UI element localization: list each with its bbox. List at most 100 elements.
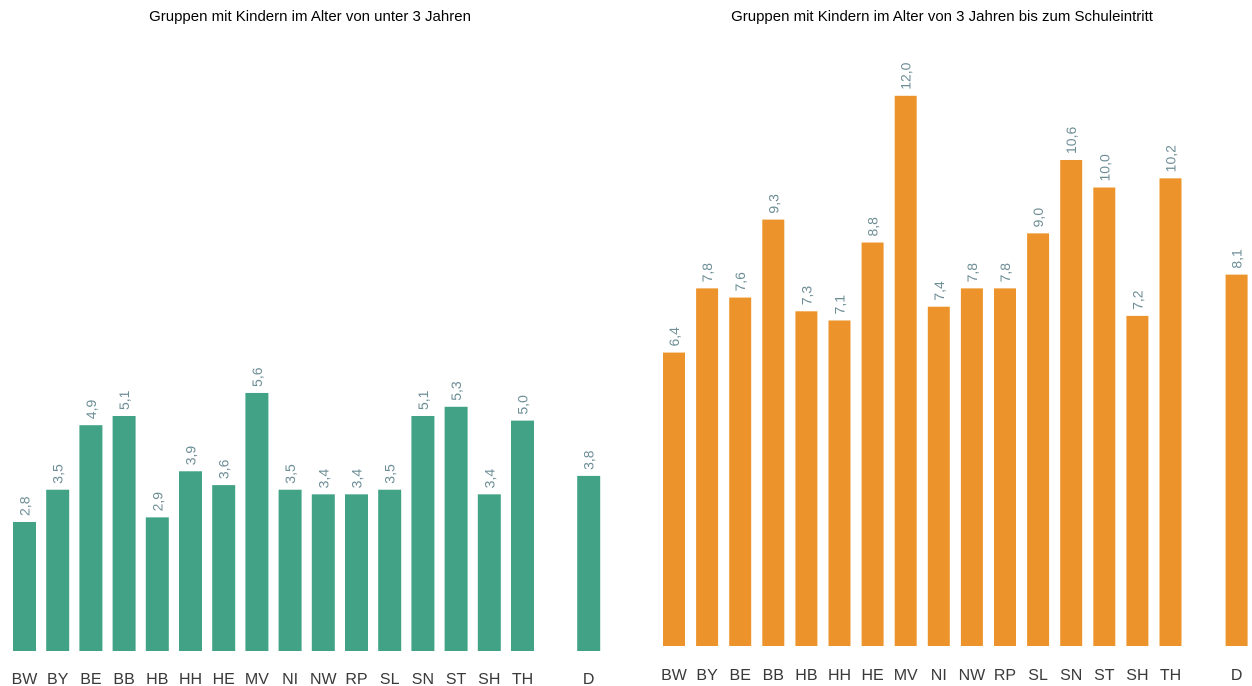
bar-d	[577, 475, 601, 651]
bar-d	[1225, 274, 1248, 646]
chart-title: Gruppen mit Kindern im Alter von 3 Jahre…	[731, 8, 1153, 25]
bar-by	[46, 489, 70, 651]
bar-hh	[828, 320, 851, 646]
x-tick-label-ni: NI	[282, 671, 298, 686]
bar-bw	[13, 521, 36, 651]
bar-hb	[795, 311, 818, 646]
data-label-sn: 10,6	[1063, 127, 1079, 154]
data-label-d: 8,1	[1229, 249, 1245, 269]
x-tick-label-be: BE	[80, 671, 101, 686]
bar-he	[861, 242, 884, 646]
x-tick-label-th: TH	[512, 671, 533, 686]
x-tick-label-rp: RP	[345, 671, 367, 686]
bar-th	[1159, 178, 1182, 646]
x-tick-label-sl: SL	[380, 671, 400, 686]
bar-mv	[894, 95, 917, 647]
data-label-sn: 5,1	[415, 390, 431, 410]
data-label-rp: 7,8	[997, 263, 1013, 283]
bar-sn	[1060, 159, 1083, 647]
x-tick-label-sl: SL	[1028, 667, 1048, 684]
x-tick-label-sn: SN	[1060, 667, 1082, 684]
x-tick-label-st: ST	[1094, 667, 1115, 684]
x-tick-label-by: BY	[47, 671, 69, 686]
x-tick-label-rp: RP	[994, 667, 1016, 684]
x-tick-label-mv: MV	[245, 671, 269, 686]
bar-bb	[762, 219, 785, 646]
data-label-bb: 5,1	[116, 390, 132, 410]
bar-sl	[1027, 233, 1050, 646]
bar-sh	[477, 494, 501, 651]
chart-panel-under-3: Gruppen mit Kindern im Alter von unter 3…	[0, 0, 620, 686]
data-label-mv: 5,6	[249, 367, 265, 387]
x-tick-label-hb: HB	[146, 671, 168, 686]
bar-hb	[145, 517, 169, 651]
data-label-he: 8,8	[865, 217, 881, 237]
data-label-be: 4,9	[83, 400, 99, 420]
data-label-hh: 3,9	[183, 446, 199, 466]
bar-nw	[960, 288, 983, 646]
data-label-sl: 3,5	[382, 464, 398, 484]
bar-rp	[345, 494, 368, 651]
x-tick-label-nw: NW	[310, 671, 338, 686]
bar-be	[79, 425, 103, 651]
bar-sn	[411, 415, 435, 651]
data-label-bb: 9,3	[765, 194, 781, 214]
data-label-sh: 3,4	[481, 469, 497, 489]
x-tick-label-he: HE	[861, 667, 883, 684]
data-label-he: 3,6	[216, 459, 232, 479]
x-tick-label-th: TH	[1160, 667, 1181, 684]
x-tick-label-bw: BW	[12, 671, 39, 686]
data-label-rp: 3,4	[349, 469, 365, 489]
x-tick-label-nw: NW	[959, 667, 987, 684]
data-label-by: 7,8	[699, 263, 715, 283]
data-label-ni: 7,4	[931, 281, 947, 301]
bar-chart-3-to-school: 6,4 BW 7,8 BY 7,6 BE 9,3 BB 7,3 HB 7,1 HH 8,8 HE 12,0 M…	[661, 62, 1248, 684]
bar-bb	[112, 415, 136, 651]
x-tick-label-ni: NI	[931, 667, 947, 684]
x-tick-label-mv: MV	[894, 667, 918, 684]
data-label-sh: 7,2	[1129, 290, 1145, 310]
data-label-hb: 7,3	[798, 286, 814, 306]
data-label-by: 3,5	[50, 464, 66, 484]
bar-sh	[1126, 315, 1149, 646]
x-tick-label-d: D	[1231, 667, 1243, 684]
x-tick-label-hb: HB	[795, 667, 817, 684]
data-label-th: 5,0	[515, 395, 531, 415]
bar-st	[1093, 187, 1116, 646]
bar-by	[696, 288, 719, 646]
bar-hh	[179, 471, 202, 651]
data-label-hb: 2,9	[149, 492, 165, 512]
x-tick-label-hh: HH	[828, 667, 851, 684]
x-tick-label-by: BY	[696, 667, 718, 684]
bar-he	[212, 485, 236, 651]
data-label-mv: 12,0	[898, 62, 914, 89]
x-tick-label-hh: HH	[179, 671, 202, 686]
x-tick-label-bb: BB	[763, 667, 784, 684]
bar-ni	[278, 489, 302, 651]
data-label-sl: 9,0	[1030, 208, 1046, 228]
data-label-nw: 7,8	[964, 263, 980, 283]
data-label-ni: 3,5	[282, 464, 298, 484]
bar-rp	[994, 288, 1016, 646]
bar-th	[511, 420, 534, 651]
bar-mv	[245, 392, 269, 651]
data-label-hh: 7,1	[832, 295, 848, 315]
data-label-th: 10,2	[1163, 145, 1179, 172]
x-tick-label-be: BE	[730, 667, 751, 684]
data-label-d: 3,8	[581, 450, 597, 470]
x-tick-label-bw: BW	[661, 667, 688, 684]
bar-st	[444, 406, 468, 651]
x-tick-label-sn: SN	[412, 671, 434, 686]
data-label-bw: 6,4	[666, 327, 682, 347]
data-label-be: 7,6	[732, 272, 748, 292]
data-label-st: 5,3	[448, 381, 464, 401]
data-label-bw: 2,8	[17, 496, 33, 516]
x-tick-label-sh: SH	[478, 671, 500, 686]
data-label-st: 10,0	[1096, 154, 1112, 181]
chart-title: Gruppen mit Kindern im Alter von unter 3…	[149, 8, 471, 25]
bar-bw	[663, 352, 685, 646]
bar-ni	[927, 306, 950, 646]
bar-sl	[378, 489, 402, 651]
data-label-nw: 3,4	[315, 469, 331, 489]
x-tick-label-d: D	[583, 671, 595, 686]
